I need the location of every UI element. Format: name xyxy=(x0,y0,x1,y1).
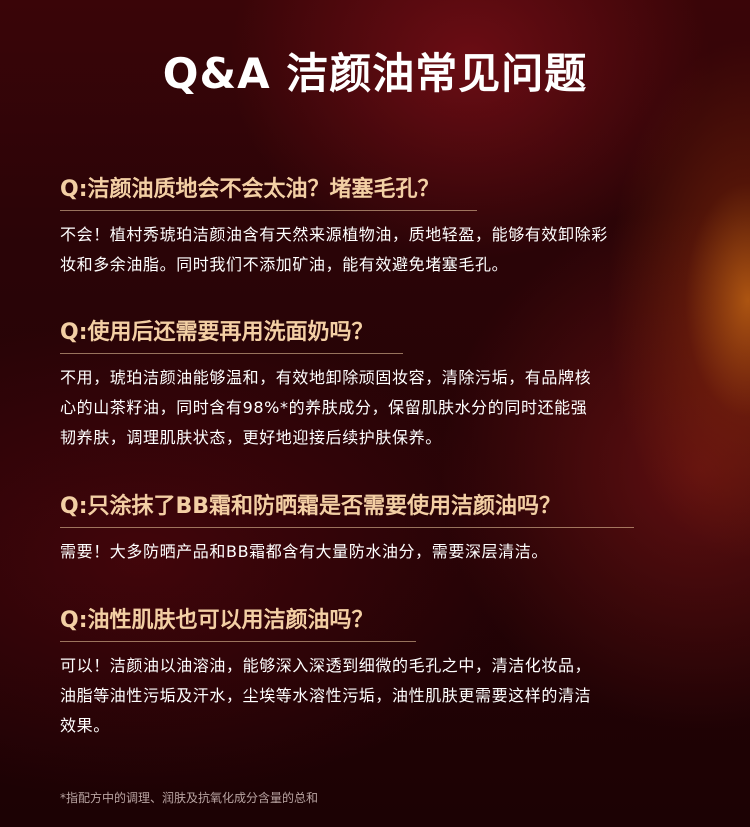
answer-line: 油脂等油性污垢及汗水，尘埃等水溶性污垢，油性肌肤更需要这样的清洁 xyxy=(60,686,592,705)
faq-item: Q:洁颜油质地会不会太油？堵塞毛孔？ 不会！植村秀琥珀洁颜油含有天然来源植物油，… xyxy=(60,175,700,280)
question-underline xyxy=(60,353,403,354)
faq-question: Q:只涂抹了BB霜和防晒霜是否需要使用洁颜油吗？ xyxy=(60,494,562,519)
question-underline xyxy=(60,527,634,528)
answer-line: 可以！洁颜油以油溶油，能够深入深透到细微的毛孔之中，清洁化妆品， xyxy=(60,656,592,675)
faq-answer: 不用，琥珀洁颜油能够温和，有效地卸除顽固妆容，清除污垢，有品牌核 心的山茶籽油，… xyxy=(60,363,700,453)
faq-item: Q:只涂抹了BB霜和防晒霜是否需要使用洁颜油吗？ 需要！大多防晒产品和BB霜都含… xyxy=(60,492,700,567)
answer-line: 需要！大多防晒产品和BB霜都含有大量防水油分，需要深层清洁。 xyxy=(60,542,548,561)
answer-line: 心的山茶籽油，同时含有98%*的养肤成分，保留肌肤水分的同时还能强 xyxy=(60,398,588,417)
faq-item: Q:使用后还需要再用洗面奶吗？ 不用，琥珀洁颜油能够温和，有效地卸除顽固妆容，清… xyxy=(60,318,700,453)
page-title: Q&A 洁颜油常见问题 xyxy=(162,49,588,98)
faq-question: Q:洁颜油质地会不会太油？堵塞毛孔？ xyxy=(60,177,440,202)
faq-item: Q:油性肌肤也可以用洁颜油吗？ 可以！洁颜油以油溶油，能够深入深透到细微的毛孔之… xyxy=(60,606,700,741)
faq-question: Q:使用后还需要再用洗面奶吗？ xyxy=(60,320,374,345)
faq-answer: 可以！洁颜油以油溶油，能够深入深透到细微的毛孔之中，清洁化妆品， 油脂等油性污垢… xyxy=(60,651,700,741)
answer-line: 韧养肤，调理肌肤状态，更好地迎接后续护肤保养。 xyxy=(60,428,442,447)
answer-line: 妆和多余油脂。同时我们不添加矿油，能有效避免堵塞毛孔。 xyxy=(60,255,509,274)
faq-question: Q:油性肌肤也可以用洁颜油吗？ xyxy=(60,608,374,633)
answer-line: 不会！植村秀琥珀洁颜油含有天然来源植物油，质地轻盈，能够有效卸除彩 xyxy=(60,225,608,244)
question-underline xyxy=(60,641,416,642)
faq-answer: 不会！植村秀琥珀洁颜油含有天然来源植物油，质地轻盈，能够有效卸除彩 妆和多余油脂… xyxy=(60,220,700,280)
question-underline xyxy=(60,210,477,211)
answer-line: 不用，琥珀洁颜油能够温和，有效地卸除顽固妆容，清除污垢，有品牌核 xyxy=(60,368,592,387)
answer-line: 效果。 xyxy=(60,716,110,735)
faq-answer: 需要！大多防晒产品和BB霜都含有大量防水油分，需要深层清洁。 xyxy=(60,537,700,567)
footnote: *指配方中的调理、润肤及抗氧化成分含量的总和 xyxy=(60,791,319,805)
